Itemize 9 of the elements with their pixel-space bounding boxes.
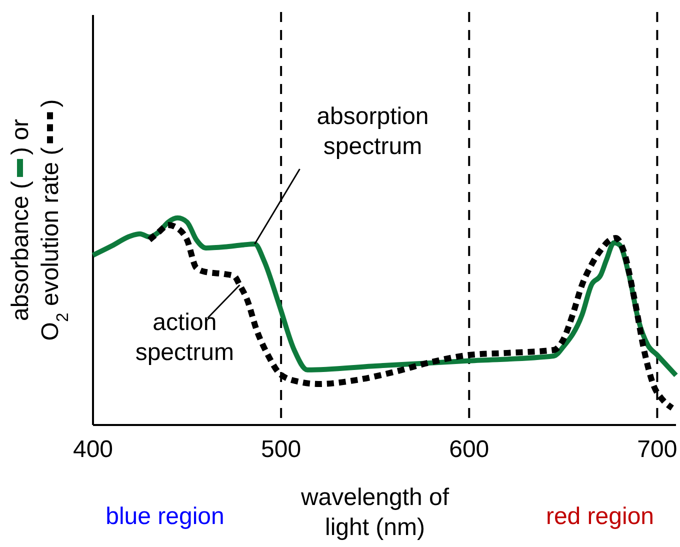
x-tick-label: 400 — [72, 436, 114, 463]
annotation: absorption spectrum — [316, 103, 429, 160]
x-tick-label: 500 — [261, 436, 302, 463]
x-tick-label: 600 — [449, 436, 490, 463]
x-tick-label: 700 — [637, 436, 678, 463]
text: blue region — [106, 503, 224, 530]
text: red region — [546, 503, 654, 530]
annotation: action spectrum — [135, 309, 234, 366]
x-axis-title: wavelength of light (nm) — [300, 484, 450, 541]
